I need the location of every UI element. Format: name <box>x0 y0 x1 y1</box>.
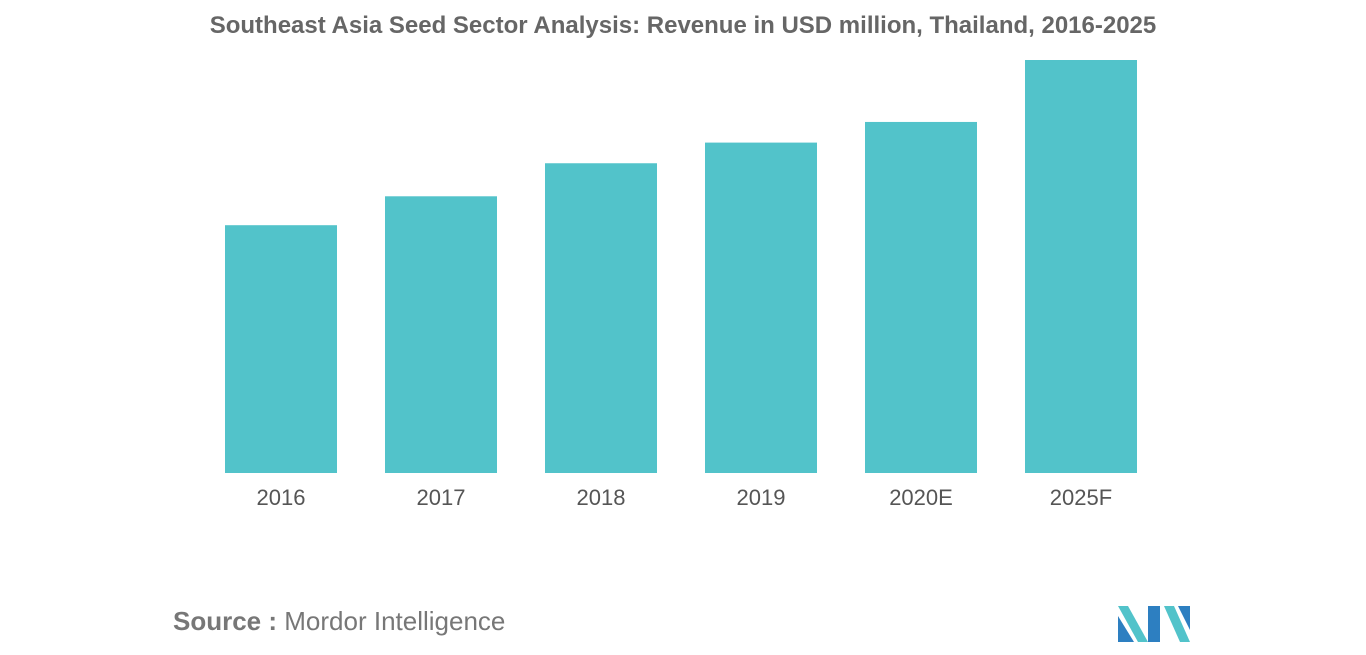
source-label: Source : <box>173 606 278 636</box>
x-tick-label: 2016 <box>257 485 306 510</box>
bar-2017 <box>385 196 497 474</box>
bar-2020E <box>865 121 977 473</box>
chart-title: Southeast Asia Seed Sector Analysis: Rev… <box>209 12 1157 39</box>
x-tick-label: 2018 <box>577 485 626 510</box>
x-tick-label: 2020E <box>889 485 953 510</box>
mordor-intelligence-logo-icon <box>1118 606 1190 642</box>
bar-2025F <box>1025 60 1137 473</box>
x-tick-label: 2017 <box>417 485 466 510</box>
x-axis-tick-labels: 2016 2017 2018 2019 2020E 2025F <box>257 485 1113 510</box>
bar-chart: 2016 2017 2018 2019 2020E 2025F <box>225 60 1137 510</box>
bar-2018 <box>545 163 657 473</box>
bar-2016 <box>225 225 337 473</box>
source-note: Source : Mordor Intelligence <box>173 606 505 637</box>
source-text: Mordor Intelligence <box>284 606 506 636</box>
x-tick-label: 2025F <box>1050 485 1112 510</box>
x-tick-label: 2019 <box>737 485 786 510</box>
bar-2019 <box>705 142 817 473</box>
bars-group <box>225 60 1137 474</box>
